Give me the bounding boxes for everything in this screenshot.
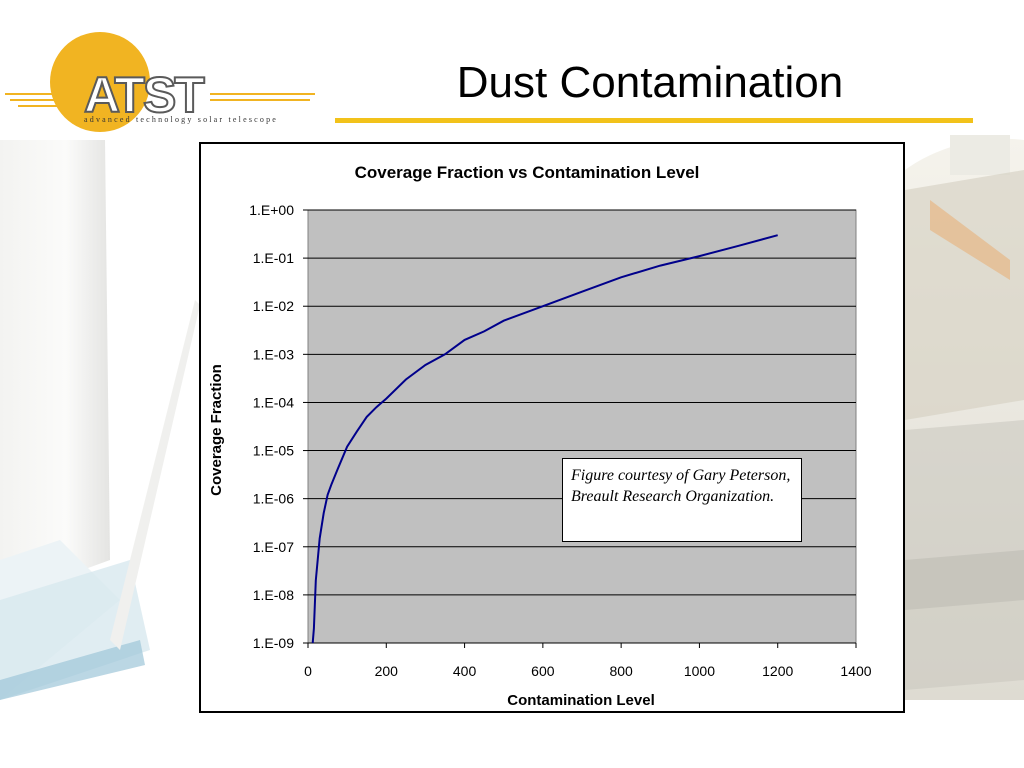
x-axis-ticks: 0 200 400 600 800 1000 1200 1400	[304, 643, 872, 679]
x-tick-label: 1000	[684, 663, 715, 679]
y-tick-label: 1.E-06	[253, 491, 294, 507]
y-axis-label: Coverage Fraction	[208, 364, 225, 496]
y-tick-label: 1.E-08	[253, 587, 294, 603]
y-tick-label: 1.E-02	[253, 298, 294, 314]
x-tick-label: 1200	[762, 663, 793, 679]
slide-title: Dust Contamination	[456, 58, 844, 107]
coverage-series-line	[311, 234, 778, 644]
y-tick-label: 1.E-09	[253, 635, 294, 651]
y-tick-label: 1.E-04	[253, 394, 294, 410]
y-tick-label: 1.E-01	[253, 250, 294, 266]
atst-logo: ATST advanced technology solar telescope	[5, 32, 315, 132]
x-axis-label: Contamination Level	[507, 692, 655, 709]
x-tick-label: 600	[531, 663, 555, 679]
y-tick-label: 1.E+00	[249, 202, 294, 218]
chart-title: Coverage Fraction vs Contamination Level	[355, 163, 700, 182]
x-tick-label: 400	[453, 663, 477, 679]
plot-area	[307, 209, 857, 644]
logo-wordmark: ATST	[84, 67, 204, 123]
x-tick-label: 800	[609, 663, 633, 679]
logo-sun-circle	[50, 32, 150, 132]
coverage-chart: Coverage Fraction vs Contamination Level…	[208, 163, 872, 709]
x-tick-label: 1400	[840, 663, 871, 679]
y-tick-label: 1.E-05	[253, 443, 294, 459]
chart-frame: Coverage Fraction vs Contamination Level…	[199, 142, 905, 713]
y-tick-label: 1.E-03	[253, 346, 294, 362]
x-tick-label: 200	[375, 663, 399, 679]
title-underline	[335, 118, 973, 123]
y-axis-ticks: 1.E-09 1.E-08 1.E-07 1.E-06 1.E-05 1.E-04 1.E-…	[249, 202, 308, 651]
y-tick-label: 1.E-07	[253, 539, 294, 555]
logo-tagline: advanced technology solar telescope	[84, 115, 278, 124]
x-tick-label: 0	[304, 663, 312, 679]
figure-credit-note: Figure courtesy of Gary Peterson, Breaul…	[562, 458, 802, 542]
